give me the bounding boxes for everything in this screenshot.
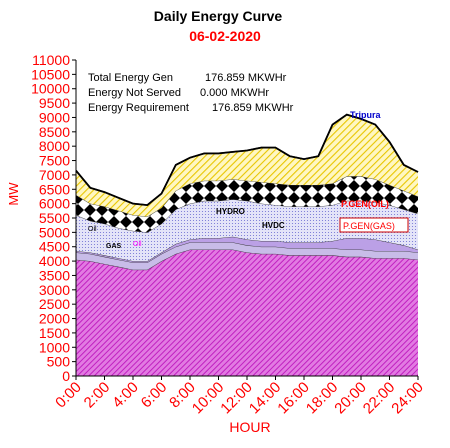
- label-oil-left: Oil: [88, 226, 97, 233]
- y-tick-label: 1500: [39, 325, 70, 341]
- y-tick-label: 5000: [39, 224, 70, 240]
- y-tick-label: 9500: [39, 95, 70, 111]
- label-hydro: HYDRO: [216, 207, 245, 216]
- y-tick-label: 7500: [39, 153, 70, 169]
- x-tick-label: 2:00: [81, 379, 114, 412]
- y-tick-label: 10500: [31, 66, 70, 82]
- y-axis-label: MW: [6, 182, 21, 206]
- y-tick-label: 4500: [39, 239, 70, 255]
- annotation-total-gen-label: Total Energy Gen: [88, 72, 173, 84]
- label-oil-center: Oil: [133, 241, 142, 248]
- y-tick-label: 9000: [39, 109, 70, 125]
- y-tick-label: 500: [47, 354, 71, 370]
- x-tick-label: 18:00: [303, 379, 342, 418]
- y-tick-label: 7000: [39, 167, 70, 183]
- y-tick-label: 4000: [39, 253, 70, 269]
- x-tick-label: 16:00: [274, 379, 313, 418]
- x-tick-label: 14:00: [246, 379, 285, 418]
- y-tick-label: 1000: [39, 339, 70, 355]
- annotation-requirement-value: 176.859 MKWHr: [212, 102, 294, 114]
- x-tick-label: 20:00: [331, 379, 370, 418]
- y-axis: 0500100015002000250030003500400045005000…: [31, 52, 77, 384]
- x-tick-label: 12:00: [217, 379, 256, 418]
- y-tick-label: 8500: [39, 124, 70, 140]
- y-tick-label: 10000: [31, 81, 70, 97]
- label-pgen-gas-box: [339, 217, 409, 233]
- label-gas: GAS: [106, 243, 122, 250]
- chart-title: Daily Energy Curve: [154, 8, 283, 24]
- y-tick-label: 8000: [39, 138, 70, 154]
- x-tick-label: 22:00: [360, 379, 399, 418]
- annotation-requirement-label: Energy Requirement: [88, 102, 189, 114]
- y-tick-label: 6000: [39, 196, 70, 212]
- series-labels: Tripura P.GEN(OIL) HYDRO HVDC P.GEN(GAS)…: [88, 110, 409, 250]
- y-tick-label: 6500: [39, 181, 70, 197]
- x-tick-label: 0:00: [52, 379, 85, 412]
- label-tripura: Tripura: [350, 110, 382, 120]
- y-tick-label: 11000: [32, 52, 70, 68]
- chart-subtitle: 06-02-2020: [189, 28, 261, 44]
- annotation-not-served-value: 0.000 MKWHr: [200, 87, 269, 99]
- series-oil-area: [76, 236, 418, 263]
- y-tick-label: 3500: [39, 267, 70, 283]
- series-hvdc-area: [76, 199, 418, 262]
- x-axis: 0:002:004:006:008:0010:0012:0014:0016:00…: [52, 375, 427, 418]
- annotation-not-served-label: Energy Not Served: [88, 87, 181, 99]
- series-pgen-gas-area: [76, 249, 418, 376]
- series-gas-area: [76, 242, 418, 270]
- y-tick-label: 2000: [39, 311, 70, 327]
- label-pgen-oil: P.GEN(OIL): [341, 199, 389, 209]
- series-tripura-area: [76, 114, 418, 217]
- y-tick-label: 0: [62, 368, 70, 384]
- y-tick-label: 3000: [39, 282, 70, 298]
- y-tick-label: 5500: [39, 210, 70, 226]
- label-hvdc: HVDC: [262, 221, 285, 230]
- annotation-total-gen-value: 176.859 MKWHr: [205, 72, 287, 84]
- x-tick-label: 10:00: [189, 379, 228, 418]
- x-tick-label: 4:00: [109, 379, 142, 412]
- energy-annotation: Total Energy Gen 176.859 MKWHr Energy No…: [88, 72, 294, 114]
- x-axis-label: HOUR: [229, 419, 270, 435]
- x-tick-label: 24:00: [388, 379, 427, 418]
- x-tick-label: 6:00: [138, 379, 171, 412]
- label-pgen-gas: P.GEN(GAS): [343, 221, 395, 231]
- y-tick-label: 2500: [39, 296, 70, 312]
- series-pgen-oil-area: [76, 176, 418, 233]
- plot-area: [75, 113, 419, 376]
- total-demand-line: [75, 113, 419, 207]
